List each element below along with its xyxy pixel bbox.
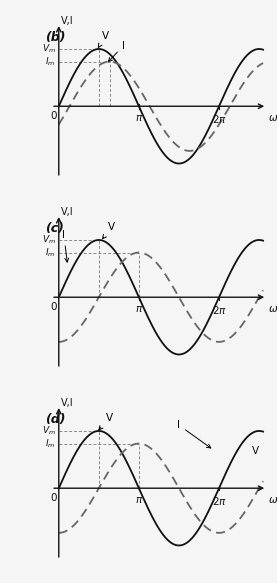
Text: V,I: V,I xyxy=(61,398,73,409)
Text: I: I xyxy=(108,41,125,62)
Text: 0: 0 xyxy=(50,302,57,312)
Text: V: V xyxy=(102,222,115,238)
Text: $2\pi$: $2\pi$ xyxy=(212,304,227,316)
Text: $2\pi$: $2\pi$ xyxy=(212,113,227,125)
Text: $\pi$: $\pi$ xyxy=(135,304,143,314)
Text: $\pi$: $\pi$ xyxy=(135,113,143,123)
Text: $V_m$: $V_m$ xyxy=(42,234,56,246)
Text: (d): (d) xyxy=(45,413,65,426)
Text: $2\pi$: $2\pi$ xyxy=(212,495,227,507)
Text: V,I: V,I xyxy=(61,16,73,26)
Text: V: V xyxy=(98,31,109,47)
Text: $I_m$: $I_m$ xyxy=(45,246,56,259)
Text: $\pi$: $\pi$ xyxy=(135,495,143,505)
Text: $I_m$: $I_m$ xyxy=(45,437,56,450)
Text: 0: 0 xyxy=(50,111,57,121)
Text: (b): (b) xyxy=(45,31,65,44)
Text: I: I xyxy=(62,230,69,262)
Text: V,I: V,I xyxy=(61,208,73,217)
Text: $\omega t$: $\omega t$ xyxy=(268,111,277,123)
Text: V: V xyxy=(252,446,259,456)
Text: $\omega t$: $\omega t$ xyxy=(268,493,277,505)
Text: (c): (c) xyxy=(45,222,64,235)
Text: $V_m$: $V_m$ xyxy=(42,43,56,55)
Text: I: I xyxy=(178,420,211,448)
Text: $\omega t$: $\omega t$ xyxy=(268,302,277,314)
Text: 0: 0 xyxy=(50,493,57,503)
Text: $I_m$: $I_m$ xyxy=(45,55,56,68)
Text: V: V xyxy=(99,413,113,430)
Text: $V_m$: $V_m$ xyxy=(42,424,56,437)
